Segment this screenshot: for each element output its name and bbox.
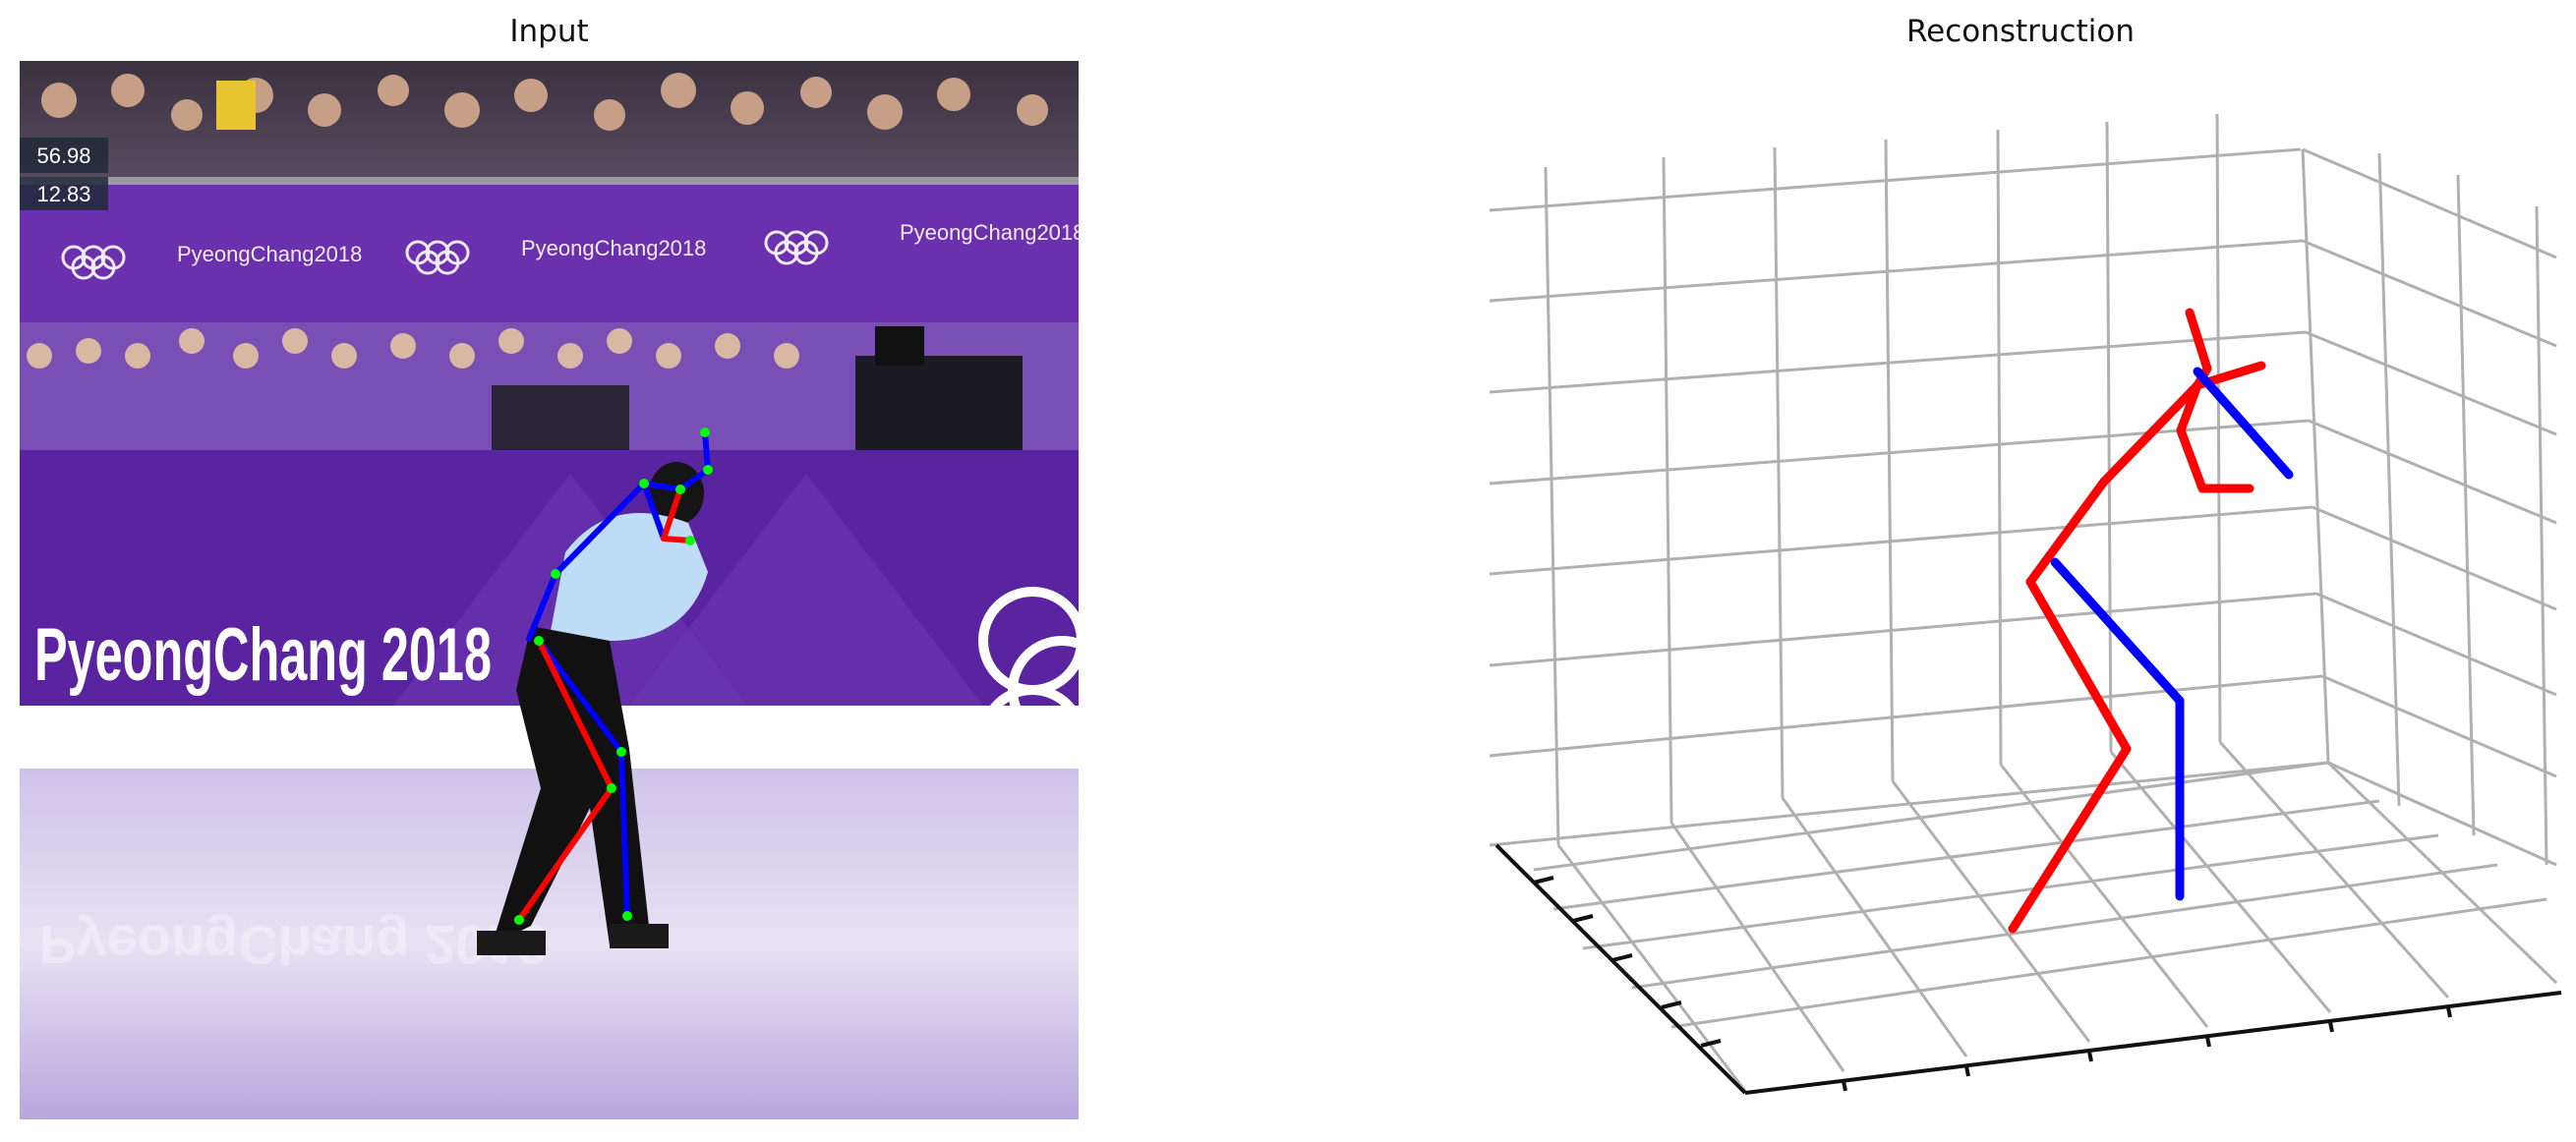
input-image-canvas: 56.98 12.83 PyeongChang2018 PyeongChang2…	[20, 61, 1079, 1119]
joint-elbow-right	[551, 569, 560, 579]
bone-2d-shin-right	[618, 749, 630, 919]
axis-ticks	[1533, 876, 2452, 1092]
joint-ankle-right	[622, 911, 632, 921]
joint-head	[700, 428, 710, 437]
bone-2d-neck-head	[702, 429, 711, 473]
bone-3d-spine-upper	[2099, 380, 2202, 486]
axis-horizontal	[1744, 991, 2562, 1095]
photographer-left	[492, 385, 629, 454]
bone-2d-shin-left	[516, 785, 615, 923]
axes-3d	[1494, 843, 2562, 1095]
score-total-text: 56.98	[36, 143, 90, 168]
reconstruction-panel-title: Reconstruction	[1905, 14, 2135, 49]
skeleton-3d	[2008, 308, 2294, 934]
bone-2d-upper-arm-right	[553, 481, 647, 577]
input-panel-title: Input	[509, 14, 589, 49]
skater-shirt	[551, 513, 708, 641]
skater	[477, 462, 708, 955]
grid-side	[2302, 147, 2557, 867]
joint-neck	[703, 465, 713, 475]
grid-floor	[1533, 741, 2558, 1092]
board-brand-small-3: PyeongChang2018	[900, 220, 1079, 245]
bone-2d-head-top	[677, 467, 711, 492]
grid-back-vertical	[1544, 113, 2330, 846]
bone-2d-shoulder-left	[661, 486, 683, 542]
joint-hip	[534, 636, 544, 646]
joint-knee-right	[616, 747, 626, 757]
ice-reflection-text: PyeongChang 2018	[39, 914, 548, 976]
board-brand-small-2: PyeongChang2018	[521, 236, 706, 260]
joint-hand-left	[685, 536, 695, 545]
joint-ankle-left	[514, 915, 524, 925]
olympic-rings-small-2	[405, 240, 470, 275]
skeleton-2d	[516, 429, 711, 923]
cameraman	[855, 356, 1023, 454]
score-element-text: 12.83	[36, 182, 90, 206]
bone-3d-spine-lower	[2025, 477, 2109, 587]
crowd-middle-faces	[27, 328, 799, 369]
bone-3d-head-a	[2185, 308, 2212, 373]
grid-back-horizontal	[1489, 147, 2329, 847]
bone-2d-thigh-left	[536, 638, 615, 791]
upper-board	[20, 185, 1079, 322]
bone-3d-shin-left	[2008, 744, 2132, 934]
skate-right	[610, 924, 669, 948]
bone-2d-spine	[641, 481, 667, 542]
bone-2d-forearm-right	[526, 571, 558, 642]
reconstruction-canvas	[1489, 113, 2562, 1095]
input-image: 56.98 12.83 PyeongChang2018 PyeongChang2…	[20, 61, 1079, 1119]
board-brand-small-1: PyeongChang2018	[177, 242, 362, 266]
skate-left	[477, 931, 546, 955]
olympic-rings-small-3	[764, 230, 829, 265]
score-box-total	[20, 138, 108, 173]
axis-depth	[1494, 843, 1747, 1095]
olympic-rings-small-1	[61, 245, 126, 280]
camera	[875, 326, 924, 366]
joint-shoulder	[675, 485, 685, 494]
railing	[20, 177, 1079, 185]
crowd-faces	[41, 73, 1048, 131]
banner-brand-large: PyeongChang 2018	[34, 613, 492, 697]
bone-2d-shoulder-right	[641, 481, 683, 492]
skeleton-2d-joints	[514, 428, 713, 925]
crowd-yellow-jacket	[216, 81, 256, 130]
bone-3d-forearm-left-a	[2176, 426, 2207, 493]
bone-3d-arm-right	[2193, 367, 2294, 480]
skater-pants	[492, 626, 649, 945]
joint-thorax	[639, 479, 649, 488]
score-box-element	[20, 177, 108, 210]
bone-3d-thigh-right	[2050, 557, 2185, 706]
bone-3d-thigh-left	[2025, 577, 2132, 754]
banner-triangle-2	[629, 474, 983, 706]
joint-knee-left	[607, 783, 616, 793]
bone-2d-thigh-right	[536, 638, 624, 755]
reconstruction-plot	[1485, 98, 2566, 1111]
